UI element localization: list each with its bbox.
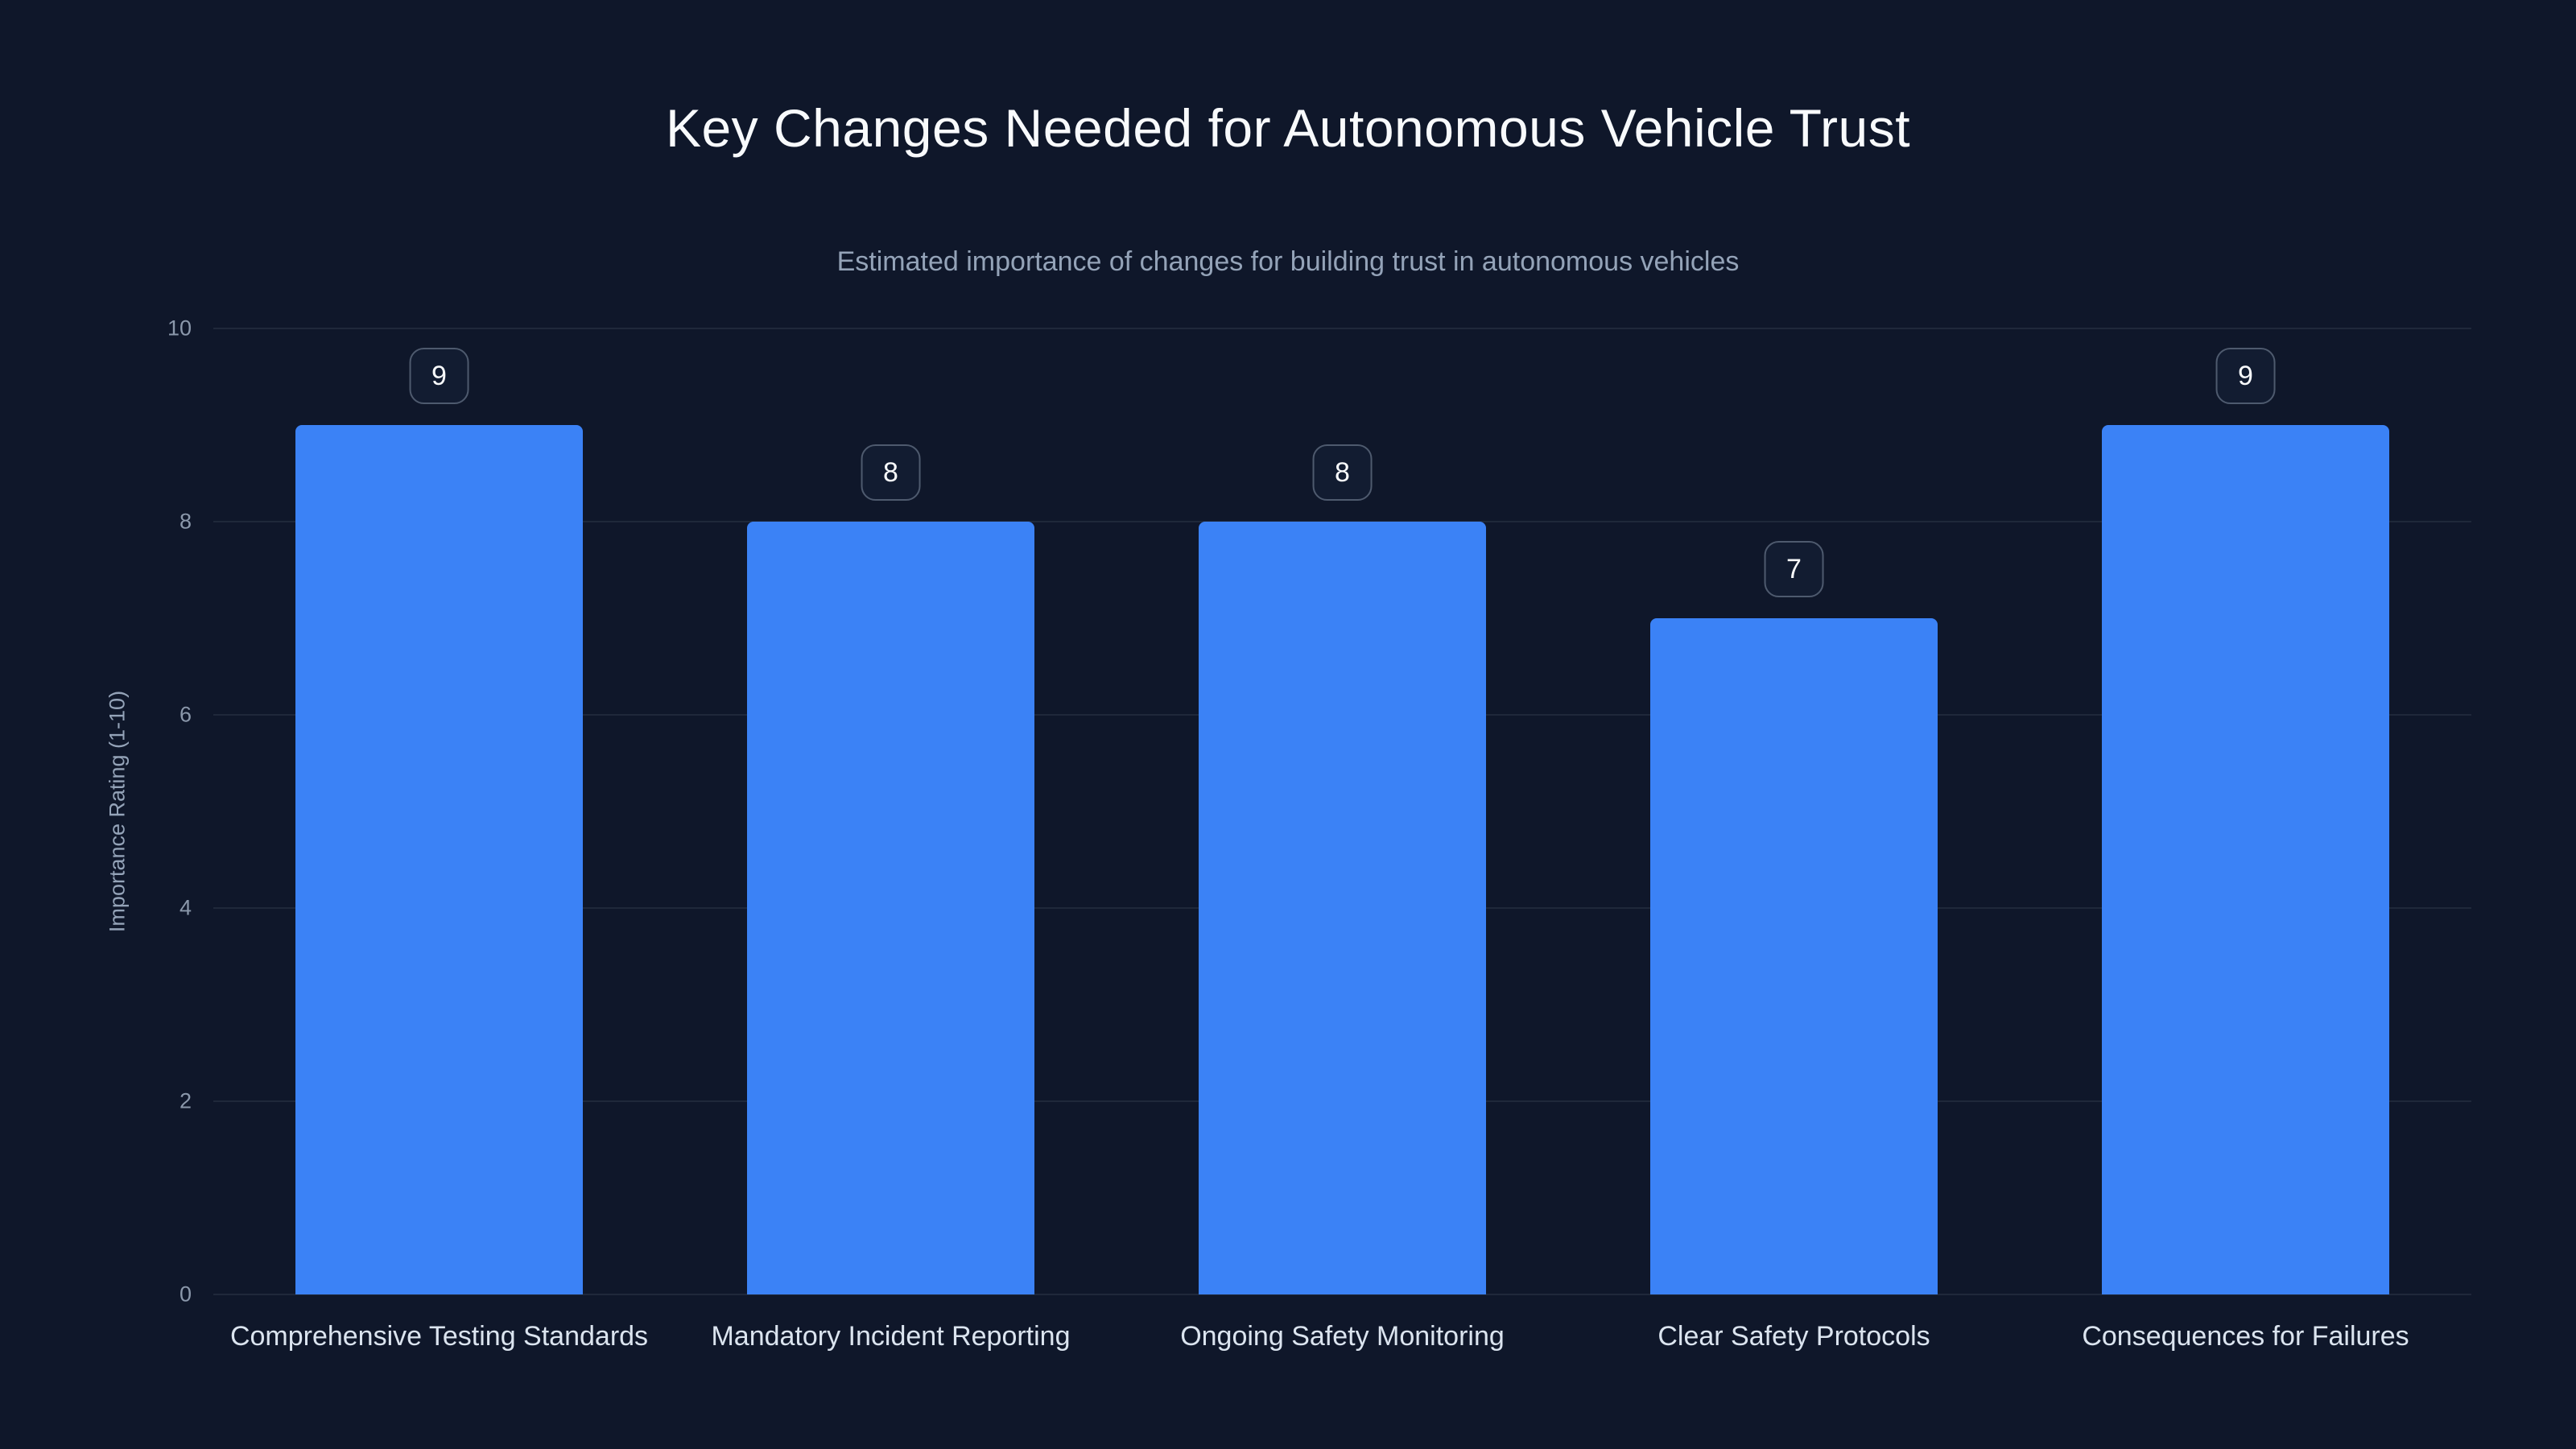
value-badge: 9: [2215, 348, 2276, 404]
bar[interactable]: [747, 522, 1034, 1294]
x-category-label: Mandatory Incident Reporting: [711, 1321, 1071, 1352]
value-badge: 7: [1764, 541, 1824, 597]
x-axis-labels: Comprehensive Testing Standards Mandatory…: [213, 1320, 2471, 1353]
bars: 9 8 8 7 9: [213, 328, 2471, 1294]
gridline: [213, 328, 2471, 329]
bar-group: 9: [2020, 328, 2471, 1294]
y-tick-label: 6: [179, 702, 192, 727]
bar-group: 7: [1568, 328, 2020, 1294]
gridline: [213, 1294, 2471, 1295]
y-tick-label: 10: [167, 316, 192, 341]
value-badge: 9: [409, 348, 469, 404]
bar[interactable]: [2102, 425, 2389, 1294]
y-tick-label: 4: [179, 895, 192, 920]
bar[interactable]: [295, 425, 583, 1294]
bar-group: 8: [665, 328, 1117, 1294]
x-category-label: Ongoing Safety Monitoring: [1180, 1321, 1505, 1352]
bar[interactable]: [1650, 618, 1938, 1294]
plot-area: 9 8 8 7 9: [213, 328, 2471, 1295]
x-category-label: Consequences for Failures: [2082, 1321, 2409, 1352]
bar-group: 9: [213, 328, 665, 1294]
y-axis-ticks: 0 2 4 6 8 10: [0, 317, 192, 1305]
y-tick-label: 0: [179, 1282, 192, 1307]
value-badge: 8: [861, 444, 921, 501]
chart-subtitle: Estimated importance of changes for buil…: [836, 246, 1740, 277]
y-tick-label: 8: [179, 509, 192, 534]
chart-title: Key Changes Needed for Autonomous Vehicl…: [665, 98, 1911, 158]
bar[interactable]: [1199, 522, 1486, 1294]
x-category-label: Clear Safety Protocols: [1657, 1321, 1930, 1352]
value-badge: 8: [1312, 444, 1373, 501]
y-tick-label: 2: [179, 1088, 192, 1113]
bar-group: 8: [1117, 328, 1568, 1294]
x-category-label: Comprehensive Testing Standards: [229, 1321, 649, 1352]
